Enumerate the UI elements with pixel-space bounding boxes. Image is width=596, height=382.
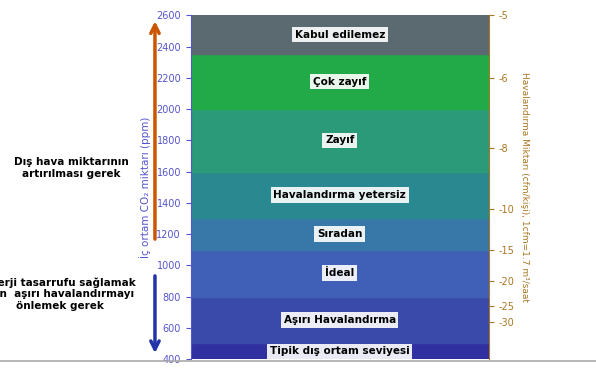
Text: Çok zayıf: Çok zayıf <box>313 77 367 87</box>
Text: Zayıf: Zayıf <box>325 135 355 145</box>
Text: Dış hava miktarının
artırılması gerek: Dış hava miktarının artırılması gerek <box>14 157 129 179</box>
Text: Tipik dış ortam seviyesi: Tipik dış ortam seviyesi <box>270 346 409 356</box>
Text: Kabul edilemez: Kabul edilemez <box>294 30 385 40</box>
Bar <box>191 219 489 250</box>
Text: Sıradan: Sıradan <box>317 229 362 239</box>
Bar <box>191 54 489 109</box>
Text: Aşırı Havalandırma: Aşırı Havalandırma <box>284 315 396 325</box>
Bar <box>191 109 489 172</box>
Text: Havalandırma yetersiz: Havalandırma yetersiz <box>274 190 406 200</box>
Bar <box>191 172 489 219</box>
Bar <box>191 296 489 343</box>
Text: Enerji tasarrufu sağlamak
için  aşırı havalandırmayı
önlemek gerek: Enerji tasarrufu sağlamak için aşırı hav… <box>0 277 136 311</box>
Y-axis label: İç ortam CO₂ miktarı (ppm): İç ortam CO₂ miktarı (ppm) <box>139 117 151 258</box>
Bar <box>191 250 489 296</box>
Bar <box>191 343 489 359</box>
Bar <box>191 15 489 54</box>
Text: İdeal: İdeal <box>325 268 355 278</box>
Y-axis label: Havalandırma Miktarı (cfm/kişi), 1cfm=1.7 m³/saat: Havalandırma Miktarı (cfm/kişi), 1cfm=1.… <box>520 72 529 302</box>
